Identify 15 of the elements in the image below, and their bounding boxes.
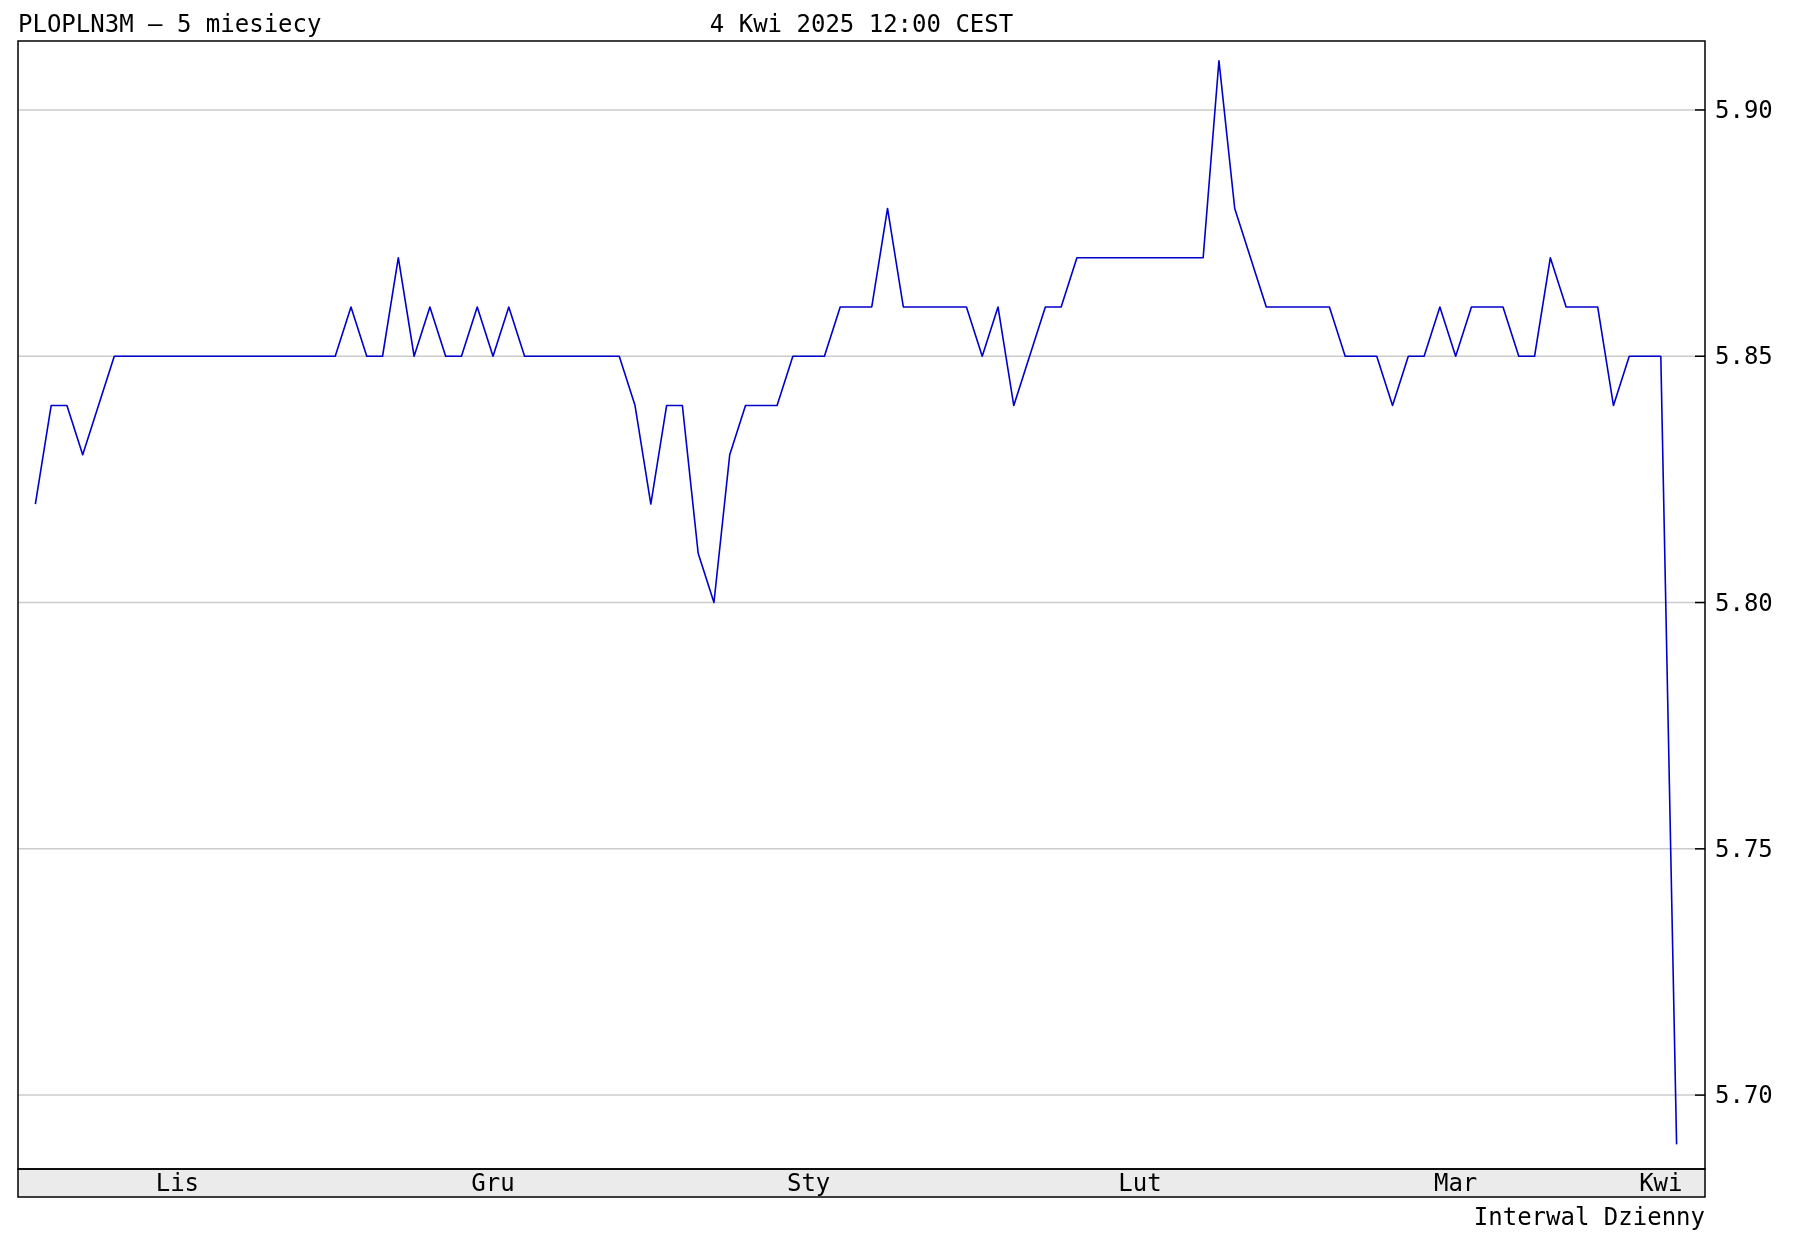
chart-subtitle: 4 Kwi 2025 12:00 CEST — [709, 10, 1014, 38]
y-tick-label: 5.90 — [1715, 95, 1773, 124]
y-tick-label: 5.80 — [1715, 588, 1773, 617]
y-tick-label: 5.85 — [1715, 342, 1773, 371]
x-tick-label: Kwi — [1639, 1169, 1683, 1197]
y-tick-label: 5.70 — [1715, 1081, 1773, 1110]
x-tick-label: Mar — [1433, 1169, 1478, 1197]
x-tick-label: Gru — [471, 1169, 515, 1197]
x-tick-label: Lis — [155, 1169, 200, 1197]
text: Interwal Dzienny — [1473, 1203, 1705, 1231]
chart-title: PLOPLN3M – 5 miesiecy — [18, 10, 322, 38]
line-series — [34, 59, 1678, 1146]
y-tick-label: 5.75 — [1715, 834, 1773, 863]
x-tick-label: Sty — [786, 1169, 831, 1197]
x-tick-label: Lut — [1118, 1169, 1162, 1197]
